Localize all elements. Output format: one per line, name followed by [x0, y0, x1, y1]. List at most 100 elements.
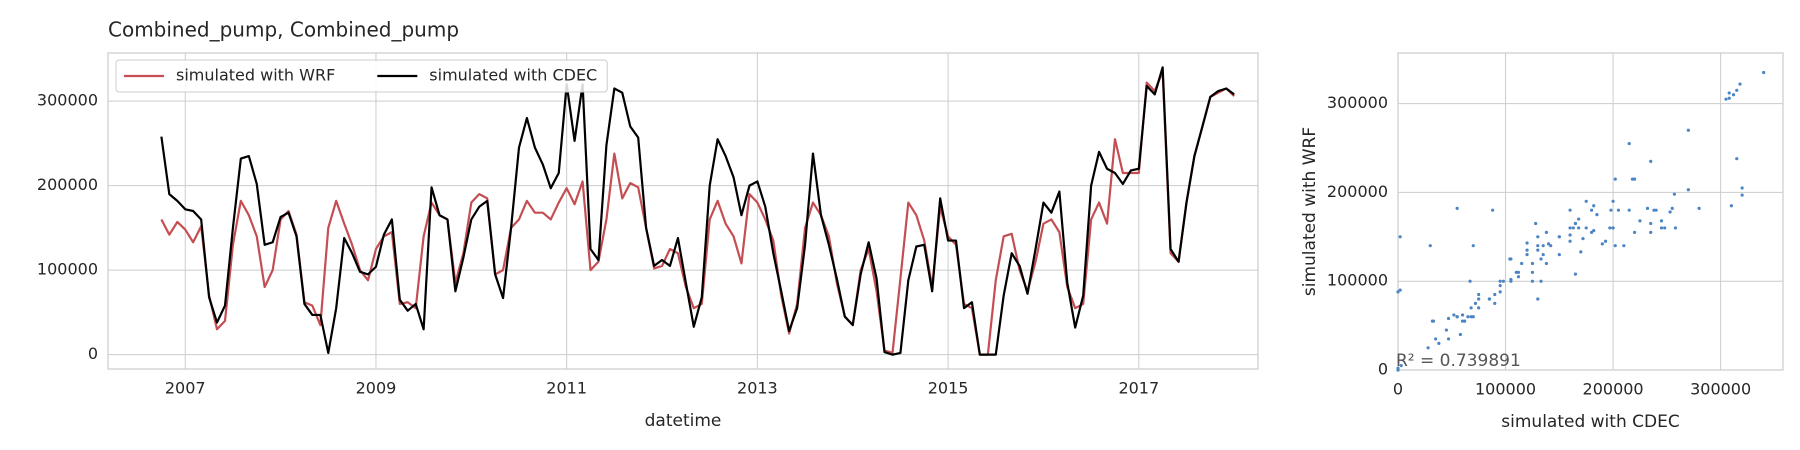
y-tick-label: 100000	[1327, 271, 1388, 290]
x-tick-label: 2011	[546, 379, 587, 398]
scatter-point	[1729, 204, 1733, 208]
y-tick-label: 200000	[37, 175, 98, 194]
scatter-point	[1622, 244, 1626, 248]
scatter-point	[1469, 306, 1473, 310]
scatter-point	[1525, 248, 1529, 252]
scatter-point	[1557, 252, 1561, 257]
y-tick-label: 300000	[1327, 93, 1388, 112]
scatter-point	[1579, 250, 1583, 254]
scatter-point	[1514, 270, 1518, 274]
scatter-point	[1477, 297, 1481, 301]
scatter-point	[1458, 332, 1462, 337]
scatter-point	[1477, 306, 1481, 310]
scatter-point	[1663, 226, 1667, 230]
plot-frame	[107, 52, 1259, 370]
scatter-point	[1608, 226, 1612, 230]
scatter-point	[1471, 315, 1475, 319]
scatter-point	[1536, 244, 1540, 248]
scatter-point	[1520, 261, 1524, 266]
x-tick-label: 200000	[1583, 380, 1644, 399]
scatter-point	[1609, 208, 1613, 212]
x-tick-label: 0	[1393, 380, 1403, 399]
x-tick-label: 2007	[165, 379, 206, 398]
scatter-point	[1697, 206, 1701, 210]
scatter-point	[1584, 199, 1588, 203]
scatter-point	[1645, 206, 1650, 210]
scatter-point	[1498, 279, 1502, 283]
scatter-point	[1731, 93, 1736, 97]
scatter-point	[1571, 226, 1575, 230]
scatter-point	[1573, 221, 1578, 226]
scatter-point	[1398, 235, 1402, 239]
scatter-point	[1516, 275, 1521, 279]
scatter-point	[1727, 96, 1731, 100]
scatter-point	[1638, 219, 1642, 223]
scatter-point	[1444, 328, 1448, 332]
scatter-point	[1573, 272, 1578, 276]
scatter-point	[1673, 226, 1678, 230]
scatter-point	[1727, 91, 1731, 95]
scatter-point	[1581, 236, 1585, 241]
scatter-point	[1600, 242, 1604, 246]
scatter-point	[1568, 226, 1572, 230]
scatter-point	[1544, 230, 1549, 234]
y-tick-label: 100000	[37, 260, 98, 279]
scatter-point	[1589, 208, 1594, 212]
scatter-point	[1584, 226, 1588, 230]
scatter-point	[1649, 159, 1653, 163]
x-tick-label: 2013	[737, 379, 778, 398]
scatter-point	[1525, 252, 1529, 257]
x-tick-label: 2017	[1118, 379, 1159, 398]
scatter-point	[1398, 288, 1402, 292]
scatter-point	[1534, 221, 1538, 226]
scatter-point	[1539, 257, 1543, 261]
scatter-point	[1632, 230, 1637, 234]
scatter-point	[1509, 279, 1513, 283]
legend-label: simulated with CDEC	[429, 66, 597, 85]
scatter-point	[1568, 208, 1572, 212]
legend-label: simulated with WRF	[176, 66, 335, 85]
scatter-point	[1603, 239, 1608, 243]
scatter-point	[1627, 208, 1631, 212]
scatter-point	[1493, 292, 1497, 297]
scatter-point	[1541, 252, 1545, 257]
scatter-point	[1659, 226, 1664, 230]
scatter-point	[1446, 337, 1451, 341]
chart-title: Combined_pump, Combined_pump	[108, 18, 459, 42]
scatter-point	[1530, 279, 1535, 283]
scatter-point	[1493, 301, 1497, 306]
scatter-point	[1541, 244, 1545, 248]
y-tick-label: 300000	[37, 91, 98, 110]
scatter-point	[1724, 97, 1728, 101]
x-axis-label: simulated with CDEC	[1501, 412, 1679, 432]
scatter-point	[1735, 88, 1739, 92]
scatter-point	[1396, 368, 1400, 372]
legend-box	[115, 59, 608, 93]
y-tick-label: 0	[1378, 360, 1388, 379]
scatter-point	[1546, 242, 1551, 246]
scatter-point	[1452, 313, 1456, 317]
scatter-point	[1740, 186, 1744, 190]
scatter-point	[1509, 257, 1513, 261]
scatter-point	[1611, 226, 1615, 230]
scatter-point	[1735, 157, 1739, 161]
y-axis-label: simulated with WRF	[1300, 127, 1320, 296]
scatter-point	[1487, 297, 1492, 301]
scatter-point	[1568, 239, 1572, 243]
x-tick-label: 2009	[356, 379, 397, 398]
scatter-point	[1740, 193, 1744, 197]
x-tick-label: 2015	[928, 379, 969, 398]
scatter-point	[1627, 141, 1631, 146]
scatter-point	[1654, 208, 1658, 212]
scatter-point	[1577, 217, 1581, 221]
scatter-point	[1577, 226, 1581, 230]
y-tick-label: 0	[88, 344, 98, 363]
scatter-point	[1501, 279, 1505, 283]
r-squared-annotation: R² = 0.739891	[1396, 351, 1521, 371]
series-line	[160, 70, 1235, 356]
scatter-point	[1498, 290, 1502, 294]
scatter-point	[1530, 270, 1535, 274]
scatter-point	[1592, 204, 1596, 208]
scatter-point	[1659, 219, 1664, 223]
